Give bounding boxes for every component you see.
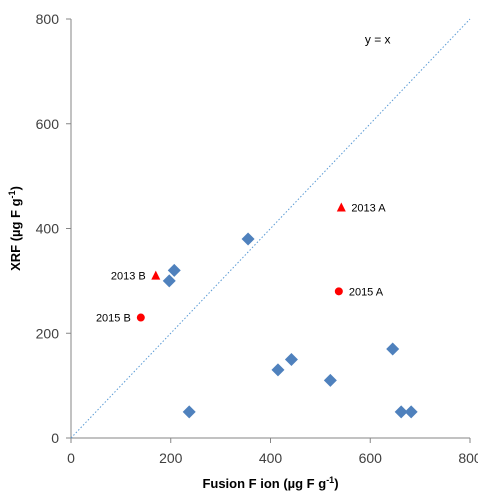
x-axis-title-superscript: -1	[326, 475, 334, 485]
x-tick-label: 800	[458, 450, 478, 466]
axis-titles: Fusion F ion (µg F g-1) XRF (µg F g-1)	[7, 186, 339, 491]
x-tick-label: 600	[359, 450, 383, 466]
y-axis-title-main: XRF (µg F g	[8, 198, 23, 271]
y-tick-labels: 0 200 400 600 800	[36, 11, 71, 446]
y-axis-title: XRF (µg F g-1)	[7, 186, 23, 271]
diamond-point	[386, 342, 400, 356]
diamond-point	[162, 274, 176, 288]
diamond-point	[271, 363, 285, 377]
data-points	[136, 202, 418, 419]
y-tick-label: 600	[36, 116, 60, 132]
circle-point	[136, 313, 145, 322]
y-axis-title-close: )	[8, 186, 23, 190]
reference-line	[70, 18, 471, 439]
diamond-point	[404, 405, 418, 419]
diamond-point	[182, 405, 196, 419]
diamond-point	[241, 232, 255, 246]
x-tick-label: 0	[67, 450, 75, 466]
diamond-point	[284, 352, 298, 366]
reference-line-label: y = x	[365, 33, 391, 47]
x-axis-title-close: )	[334, 476, 338, 491]
point-label: 2015 B	[96, 313, 131, 325]
diamond-point	[167, 263, 181, 277]
x-axis-title-main: Fusion F ion (µg F g	[202, 476, 326, 491]
reference-line-group: y = x	[70, 18, 471, 439]
point-labels: 2013 B 2013 A 2015 B 2015 A	[96, 203, 386, 325]
y-tick-label: 0	[51, 430, 59, 446]
triangle-point	[151, 270, 161, 280]
point-label: 2013 B	[111, 271, 146, 283]
y-tick-label: 800	[36, 11, 60, 27]
point-label: 2015 A	[349, 286, 384, 298]
y-axis-title-superscript: -1	[7, 190, 17, 198]
triangle-point	[336, 202, 346, 212]
diamond-point	[323, 373, 337, 387]
y-tick-label: 400	[36, 221, 60, 237]
y-tick-label: 200	[36, 325, 60, 341]
x-tick-label: 400	[259, 450, 283, 466]
point-label: 2013 A	[351, 203, 386, 215]
circle-point	[334, 287, 343, 296]
diamond-point	[394, 405, 408, 419]
x-tick-label: 200	[159, 450, 183, 466]
x-axis-title: Fusion F ion (µg F g-1)	[202, 475, 338, 491]
x-tick-labels: 0 200 400 600 800	[67, 438, 478, 466]
